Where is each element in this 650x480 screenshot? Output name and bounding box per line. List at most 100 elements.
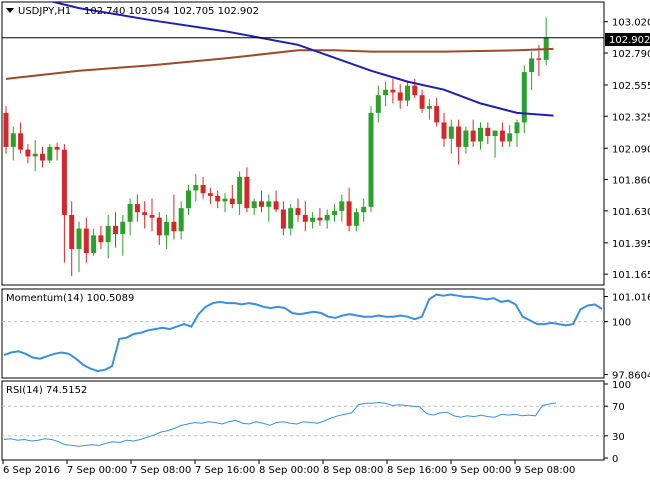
candle-body <box>507 133 513 142</box>
candle-body <box>280 209 286 229</box>
candle-body <box>419 95 425 109</box>
rsi-label: RSI(14) 74.5152 <box>6 385 87 396</box>
candle-body <box>536 58 542 60</box>
candle-body <box>3 112 9 147</box>
candle-body <box>390 89 396 93</box>
candle-body <box>207 193 213 196</box>
momentum-label: Momentum(14) 100.5089 <box>6 293 134 304</box>
candle-body <box>383 89 389 96</box>
candle-body <box>229 198 235 205</box>
candle-body <box>134 204 140 213</box>
momentum-panel-frame <box>1 288 605 379</box>
rsi-line <box>3 401 557 447</box>
candle-body <box>434 106 440 123</box>
candle-body <box>61 149 67 215</box>
candle-body <box>463 130 469 147</box>
candle-body <box>266 201 272 207</box>
candle-body <box>18 133 24 150</box>
price-tick-label: 102.325 <box>612 112 650 123</box>
rsi-panel-frame <box>1 380 605 461</box>
candle-body <box>478 127 483 142</box>
time-tick-label: 9 Sep 08:00 <box>515 465 575 476</box>
candle-body <box>302 214 308 222</box>
candle-body <box>346 201 352 226</box>
candle-body <box>353 212 359 226</box>
candle-body <box>521 72 527 123</box>
candle-body <box>54 146 60 150</box>
rsi-tick-label: 30 <box>612 432 625 443</box>
candle-body <box>492 130 498 137</box>
candle-body <box>288 208 294 229</box>
price-tick-label: 102.790 <box>612 49 650 60</box>
candle-body <box>456 126 462 147</box>
candle-body <box>171 221 177 232</box>
momentum-line <box>3 293 603 373</box>
candle-body <box>361 206 367 213</box>
candle-body <box>98 235 104 243</box>
rsi-tick-label: 0 <box>612 454 618 465</box>
candle-body <box>25 149 31 157</box>
candle-body <box>273 201 279 210</box>
time-tick-label: 8 Sep 00:00 <box>259 465 319 476</box>
candle-body <box>186 190 191 209</box>
price-badge-box <box>605 33 650 46</box>
candle-body <box>244 176 250 209</box>
candle-body <box>142 212 148 215</box>
candle-body <box>10 133 16 147</box>
candle-body <box>485 127 491 137</box>
candle-body <box>200 185 206 194</box>
candle-body <box>470 130 476 142</box>
rsi-layer <box>2 401 604 447</box>
candle-body <box>164 221 170 236</box>
candle-body <box>193 185 199 191</box>
time-tick-label: 8 Sep 16:00 <box>387 465 447 476</box>
candle-body <box>40 153 45 161</box>
price-tick-label: 102.555 <box>612 81 650 92</box>
candle-body <box>178 208 184 232</box>
momentum-tick-label: 101.0166 <box>612 293 650 304</box>
candle-body <box>91 235 97 254</box>
candle-body <box>310 217 316 222</box>
ohlc-values: 102.740 103.054 102.705 102.902 <box>84 6 259 17</box>
candle-body <box>237 176 243 205</box>
price-layer <box>2 2 604 277</box>
momentum-tick-label: 97.8604 <box>612 371 650 382</box>
candle-body <box>259 201 264 207</box>
time-tick-label: 9 Sep 00:00 <box>451 465 511 476</box>
candle-body <box>69 214 75 249</box>
candle-body <box>127 204 133 222</box>
rsi-tick-label: 70 <box>612 402 625 413</box>
symbol-label: USDJPY,H1 <box>18 6 71 17</box>
price-badge: 102.902 <box>609 35 650 46</box>
candle-body <box>332 210 337 215</box>
candle-body <box>32 153 38 157</box>
candle-body <box>295 208 301 215</box>
candle-body <box>441 122 447 139</box>
candle-body <box>156 217 162 236</box>
momentum-tick-label: 100 <box>612 318 631 329</box>
candle-body <box>324 214 330 221</box>
time-tick-label: 6 Sep 2016 <box>3 465 60 476</box>
axis-layer: 103.020 102.790 102.555 102.325 102.090 101.8… <box>2 18 650 476</box>
candle-body <box>448 126 454 139</box>
candle-body <box>397 92 403 101</box>
candle-body <box>514 122 520 134</box>
candle-body <box>529 58 535 73</box>
time-tick-label: 8 Sep 08:00 <box>323 465 383 476</box>
rsi-tick-label: 100 <box>612 380 631 391</box>
candle-body <box>222 198 228 202</box>
candle-body <box>83 228 89 254</box>
price-tick-label: 101.630 <box>612 207 650 218</box>
time-tick-label: 7 Sep 08:00 <box>131 465 191 476</box>
price-tick-label: 103.020 <box>612 18 650 29</box>
candle-body <box>215 195 221 202</box>
time-tick-label: 7 Sep 16:00 <box>195 465 255 476</box>
candle-body <box>405 85 410 101</box>
collapse-triangle-icon[interactable] <box>6 8 14 13</box>
candle-body <box>375 95 381 113</box>
candle-body <box>368 112 374 207</box>
price-tick-label: 101.165 <box>612 270 650 281</box>
candle-body <box>251 201 257 209</box>
candle-body <box>113 225 118 235</box>
